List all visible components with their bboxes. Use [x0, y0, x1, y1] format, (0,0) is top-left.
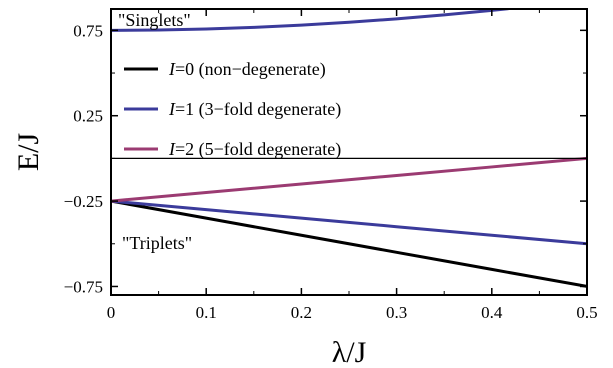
series-line-triplet-I0 — [111, 199, 587, 288]
x-axis-title: λ/J — [332, 336, 367, 368]
y-tick-label: −0.25 — [64, 192, 103, 211]
x-tick-label: 0 — [107, 303, 116, 322]
legend-label: I=0 (non−degenerate) — [168, 59, 326, 80]
x-tick-label: 0.2 — [291, 303, 312, 322]
series-line-triplet-I1 — [111, 199, 587, 246]
series-line-triplet-I2 — [111, 156, 587, 203]
legend-label: I=1 (3−fold degenerate) — [168, 99, 341, 120]
x-tick-label: 0.4 — [481, 303, 503, 322]
x-tick-label: 0.3 — [386, 303, 407, 322]
x-tick-label: 0.1 — [196, 303, 217, 322]
y-axis-title: E/J — [12, 133, 45, 172]
annotation-triplets: "Triplets" — [122, 233, 192, 253]
annotation-singlets: "Singlets" — [118, 10, 191, 30]
y-tick-label: 0.75 — [73, 21, 103, 40]
legend-label: I=2 (5−fold degenerate) — [168, 139, 341, 160]
x-tick-label: 0.5 — [576, 303, 597, 322]
y-tick-label: 0.25 — [73, 107, 103, 126]
series-line-singlet — [111, 9, 520, 32]
legend: I=0 (non−degenerate) I=1 (3−fold degenera… — [124, 59, 341, 160]
y-tick-label: −0.75 — [64, 277, 103, 296]
